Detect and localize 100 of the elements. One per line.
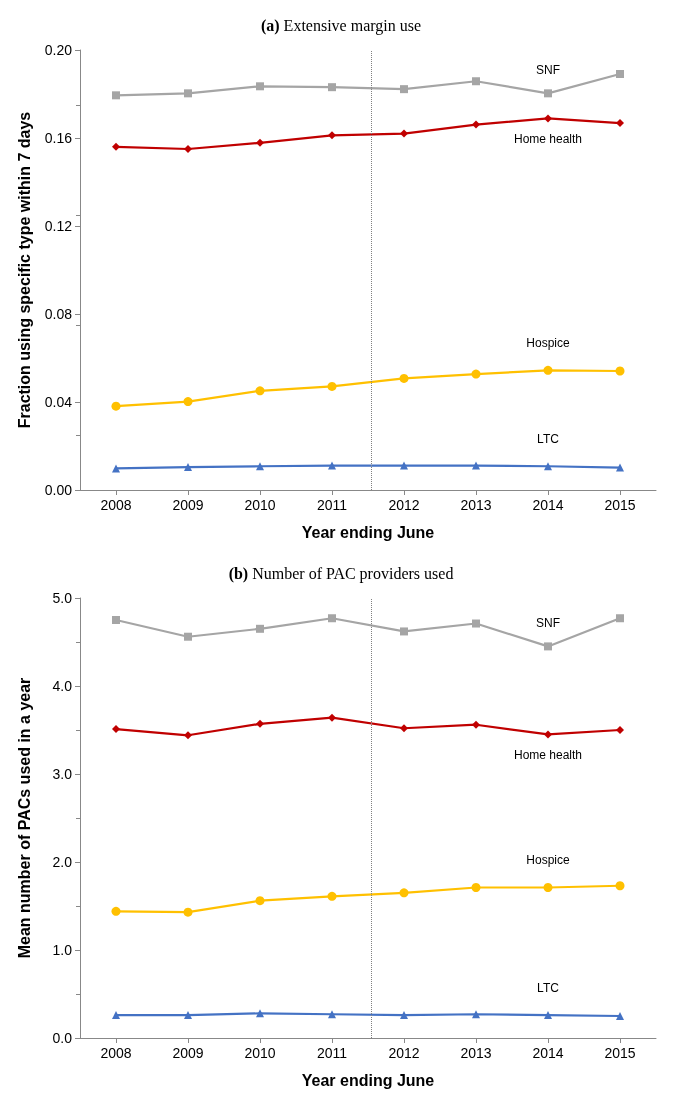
point bbox=[111, 401, 121, 411]
point bbox=[543, 365, 553, 375]
x-tick-label: 2011 bbox=[316, 1045, 348, 1061]
series-label: Home health bbox=[513, 132, 583, 147]
point bbox=[256, 138, 264, 147]
x-axis-title: Year ending June bbox=[301, 523, 435, 541]
point bbox=[328, 83, 336, 92]
point bbox=[616, 69, 624, 78]
point bbox=[112, 464, 120, 473]
point bbox=[400, 724, 408, 733]
y-tick-label: 3.0 bbox=[52, 766, 73, 782]
y-axis-title: Fraction using specific type within 7 days bbox=[15, 111, 33, 429]
point bbox=[472, 461, 480, 470]
point bbox=[543, 883, 553, 893]
x-tick-label: 2013 bbox=[460, 497, 492, 513]
point bbox=[184, 89, 192, 98]
point bbox=[471, 883, 481, 893]
point bbox=[615, 366, 625, 376]
series-label: LTC bbox=[537, 432, 560, 447]
y-tick-label: 2.0 bbox=[52, 854, 73, 870]
y-tick-label: 0.00 bbox=[44, 482, 73, 498]
point bbox=[328, 461, 336, 470]
point bbox=[471, 369, 481, 379]
point bbox=[399, 888, 409, 898]
point bbox=[400, 85, 408, 94]
point bbox=[256, 462, 264, 471]
series-label: SNF bbox=[536, 63, 560, 78]
x-tick-label: 2008 bbox=[100, 1045, 132, 1061]
x-tick-label: 2013 bbox=[460, 1045, 492, 1061]
point bbox=[544, 730, 552, 739]
point bbox=[400, 461, 408, 470]
point bbox=[184, 1011, 192, 1020]
point bbox=[615, 881, 625, 891]
point bbox=[328, 713, 336, 722]
point bbox=[400, 627, 408, 636]
x-tick-label: 2009 bbox=[172, 1045, 204, 1061]
point bbox=[328, 131, 336, 140]
point bbox=[544, 462, 552, 471]
point bbox=[256, 82, 264, 91]
point bbox=[112, 91, 120, 100]
point bbox=[544, 1011, 552, 1020]
x-tick-label: 2010 bbox=[244, 497, 276, 513]
point bbox=[472, 77, 480, 86]
point bbox=[616, 119, 624, 128]
point bbox=[183, 907, 193, 917]
y-tick-label: 0.04 bbox=[44, 394, 73, 410]
point bbox=[544, 89, 552, 98]
point bbox=[184, 463, 192, 472]
point bbox=[256, 624, 264, 633]
point bbox=[399, 373, 409, 383]
point bbox=[544, 114, 552, 123]
y-tick-label: 0.16 bbox=[44, 130, 73, 146]
y-tick-label: 0.20 bbox=[44, 42, 73, 58]
x-tick-label: 2011 bbox=[316, 497, 348, 513]
point bbox=[112, 725, 120, 734]
y-tick-label: 5.0 bbox=[52, 590, 73, 606]
point bbox=[544, 642, 552, 651]
point bbox=[111, 906, 121, 916]
series-label: Hospice bbox=[526, 853, 570, 868]
point bbox=[472, 619, 480, 628]
point bbox=[327, 381, 337, 391]
chart-title: (a) Extensive margin use bbox=[260, 16, 422, 35]
point bbox=[183, 397, 193, 407]
y-tick-label: 0.12 bbox=[44, 218, 73, 234]
x-axis-title: Year ending June bbox=[301, 1071, 435, 1089]
point bbox=[400, 129, 408, 138]
chart-title: (b) Number of PAC providers used bbox=[228, 564, 454, 583]
point bbox=[112, 1011, 120, 1020]
series-label: Home health bbox=[513, 748, 583, 763]
point bbox=[256, 1009, 264, 1018]
x-tick-label: 2014 bbox=[532, 497, 564, 513]
point bbox=[184, 632, 192, 641]
point bbox=[472, 1010, 480, 1019]
x-tick-label: 2012 bbox=[388, 1045, 420, 1061]
point bbox=[616, 1012, 624, 1020]
point bbox=[112, 616, 120, 624]
x-tick-label: 2015 bbox=[604, 1045, 636, 1061]
point bbox=[328, 614, 336, 623]
point bbox=[616, 726, 624, 734]
series-label: Hospice bbox=[526, 335, 570, 350]
x-tick-label: 2010 bbox=[244, 1045, 276, 1061]
x-tick-label: 2009 bbox=[172, 497, 204, 513]
point bbox=[616, 614, 624, 623]
x-tick-label: 2014 bbox=[532, 1045, 564, 1061]
x-tick-label: 2008 bbox=[100, 497, 132, 513]
point bbox=[184, 731, 192, 740]
point bbox=[256, 719, 264, 728]
point bbox=[112, 142, 120, 151]
series-label: LTC bbox=[537, 981, 560, 996]
point bbox=[616, 463, 624, 472]
point bbox=[327, 891, 337, 901]
point bbox=[255, 386, 265, 396]
point bbox=[400, 1011, 408, 1020]
y-tick-label: 1.0 bbox=[52, 942, 73, 958]
y-tick-label: 0.08 bbox=[44, 306, 73, 322]
point bbox=[328, 1010, 336, 1019]
point bbox=[472, 120, 480, 129]
series-label: SNF bbox=[536, 616, 560, 631]
point bbox=[472, 720, 480, 729]
point bbox=[255, 896, 265, 906]
